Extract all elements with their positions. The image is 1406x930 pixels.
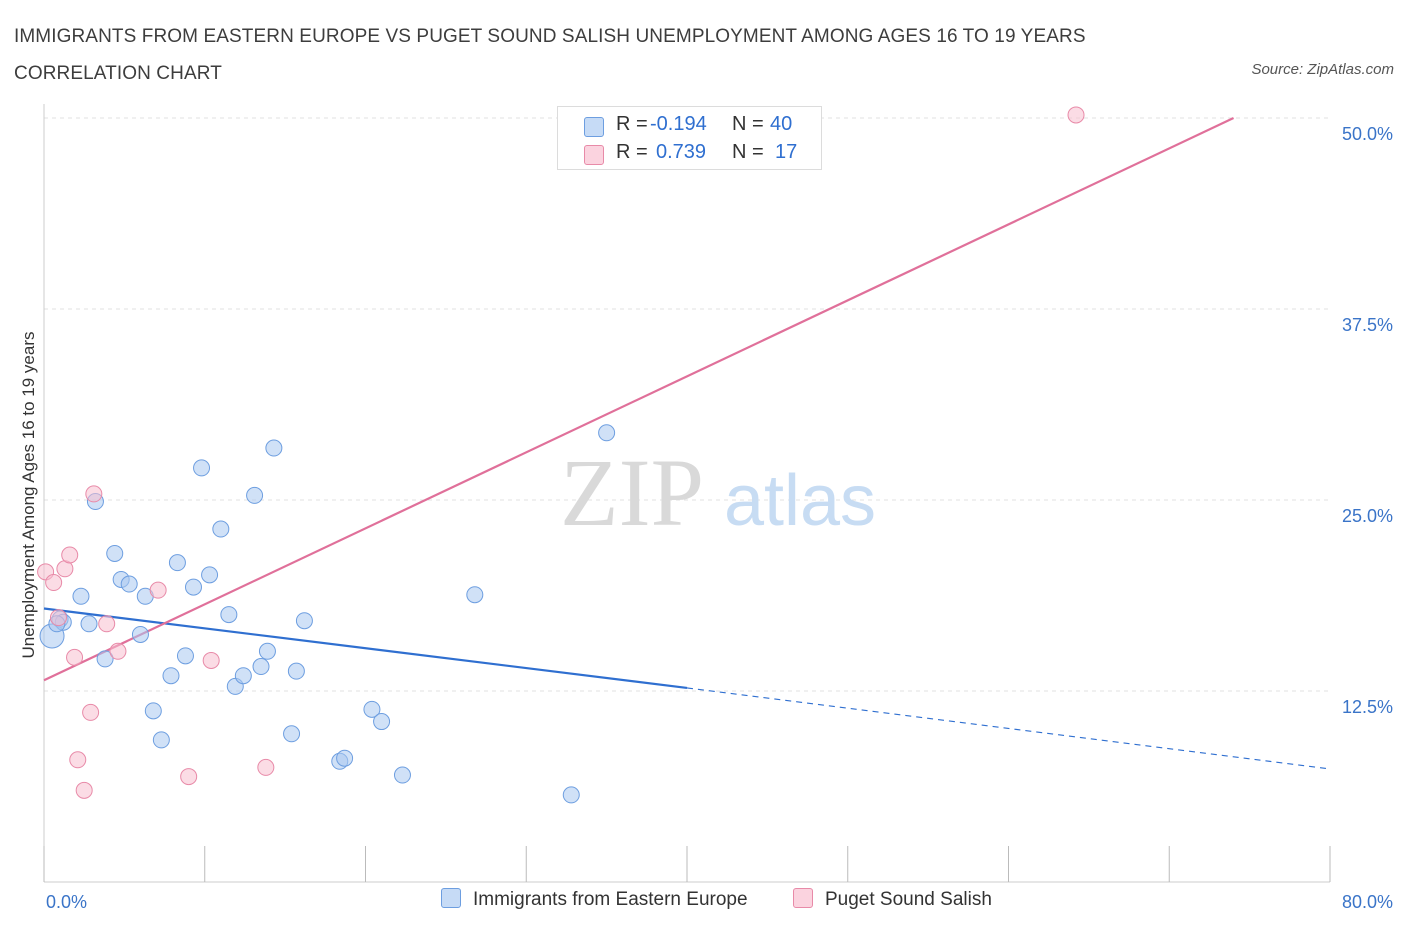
bottom-legend-immigrants: Immigrants from Eastern Europe — [441, 888, 748, 911]
data-point-immigrants — [598, 424, 616, 442]
data-point-immigrants — [295, 612, 313, 630]
data-point-immigrants — [363, 700, 381, 718]
data-point-salish — [66, 648, 84, 666]
x-tick-label: 80.0% — [1342, 892, 1393, 912]
data-point-immigrants — [72, 587, 90, 605]
data-point-salish — [109, 642, 127, 660]
legend-n-value: 40 — [770, 113, 793, 135]
trend-line-immigrants-extension — [686, 687, 1331, 770]
y-axis-label: Unemployment Among Ages 16 to 19 years — [19, 332, 38, 659]
data-point-immigrants — [144, 702, 162, 720]
data-point-immigrants — [252, 658, 270, 676]
legend-n-label: N = — [732, 113, 764, 135]
data-point-salish — [202, 651, 220, 669]
data-point-immigrants — [562, 786, 580, 804]
data-point-salish — [82, 703, 100, 721]
data-point-immigrants — [106, 544, 124, 562]
data-point-immigrants — [336, 749, 354, 767]
data-point-salish — [45, 574, 63, 592]
data-point-immigrants — [120, 575, 138, 593]
data-point-immigrants — [373, 713, 391, 731]
data-point-immigrants — [258, 642, 276, 660]
data-point-salish — [69, 751, 87, 769]
stats-legend: R = -0.194 N = 40 R = 0.739 N = 17 — [557, 106, 822, 170]
source-label: Source: ZipAtlas.com — [1251, 61, 1394, 78]
data-point-immigrants — [212, 520, 230, 538]
data-point-immigrants — [193, 459, 211, 477]
data-point-salish — [257, 758, 275, 776]
axis-layer — [43, 104, 1331, 883]
grid-layer — [44, 117, 1330, 692]
trend-layer — [43, 117, 1331, 770]
data-point-immigrants — [393, 766, 411, 784]
bottom-legend-swatch-pink — [793, 888, 813, 908]
bottom-legend-swatch-blue — [441, 888, 461, 908]
data-point-immigrants — [152, 731, 170, 749]
legend-n-label: N = — [732, 141, 764, 163]
legend-swatch-pink — [584, 145, 604, 165]
y-tick-label: 12.5% — [1342, 697, 1393, 717]
data-point-immigrants — [246, 486, 264, 504]
legend-r-value: -0.194 — [650, 113, 707, 135]
data-point-immigrants — [265, 439, 283, 457]
data-point-immigrants — [201, 566, 219, 584]
watermark: ZIP atlas — [560, 439, 876, 546]
data-point-salish — [149, 581, 167, 599]
data-point-salish — [85, 485, 103, 503]
legend-swatch-blue — [584, 117, 604, 137]
points-layer — [37, 106, 1085, 804]
label-layer: 12.5% 25.0% 37.5% 50.0% 0.0% 80.0% — [46, 124, 1393, 912]
data-point-immigrants — [220, 606, 238, 624]
data-point-immigrants — [131, 625, 149, 643]
trend-line-immigrants — [43, 607, 688, 690]
y-tick-label: 37.5% — [1342, 315, 1393, 335]
bottom-legend-salish: Puget Sound Salish — [793, 888, 992, 911]
data-point-immigrants — [234, 667, 252, 685]
legend-r-value: 0.739 — [656, 141, 707, 163]
chart-title: IMMIGRANTS FROM EASTERN EUROPE VS PUGET … — [14, 26, 1086, 84]
legend-r-label: R = — [616, 141, 648, 163]
trend-line-salish — [43, 117, 1235, 682]
data-point-immigrants — [184, 578, 202, 596]
data-point-immigrants — [80, 615, 98, 633]
bottom-legend-label: Immigrants from Eastern Europe — [473, 889, 748, 910]
data-point-salish — [61, 546, 79, 564]
data-point-immigrants — [168, 554, 186, 572]
data-point-immigrants — [162, 667, 180, 685]
y-tick-label: 25.0% — [1342, 506, 1393, 526]
data-point-immigrants — [287, 662, 305, 680]
legend-n-value: 17 — [775, 141, 798, 163]
watermark-atlas: atlas — [724, 461, 876, 541]
data-point-immigrants — [176, 647, 194, 665]
data-point-salish — [75, 781, 93, 799]
data-point-salish — [180, 768, 198, 786]
legend-r-label: R = — [616, 113, 648, 135]
x-tick-label: 0.0% — [46, 892, 87, 912]
data-point-immigrants — [466, 586, 484, 604]
data-point-salish — [98, 615, 116, 633]
data-point-salish — [49, 609, 67, 627]
watermark-zip: ZIP — [560, 439, 704, 546]
bottom-legend-label: Puget Sound Salish — [825, 889, 992, 910]
y-tick-label: 50.0% — [1342, 124, 1393, 144]
data-point-salish — [1067, 106, 1085, 124]
data-point-immigrants — [96, 650, 114, 668]
data-point-immigrants — [283, 725, 301, 743]
